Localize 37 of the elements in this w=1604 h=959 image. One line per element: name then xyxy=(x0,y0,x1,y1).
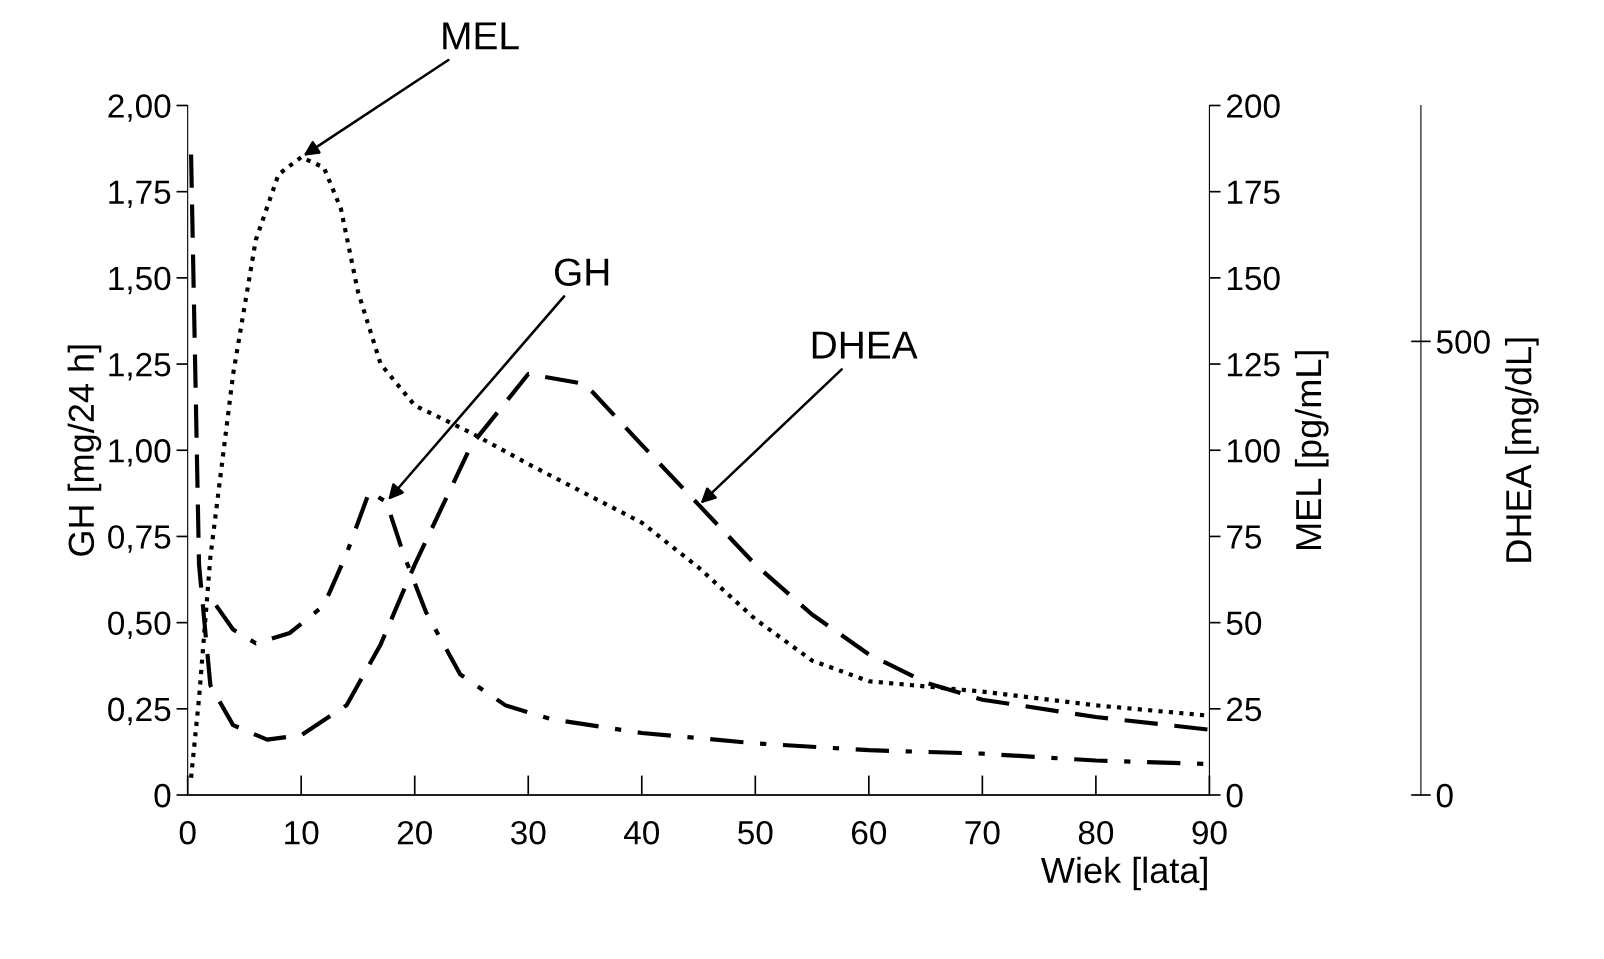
annotation: GH xyxy=(554,258,609,286)
y-tick-label: 0 xyxy=(154,783,171,808)
y-tick-label: 1,50 xyxy=(109,266,171,295)
y-axis-title: GH [mg/24 h] xyxy=(67,345,102,556)
y2-tick-label: 100 xyxy=(1227,439,1280,463)
x-tick-label: 50 xyxy=(738,820,773,845)
y-tick-label: 0,25 xyxy=(108,697,171,726)
y2-tick-label: 25 xyxy=(1227,697,1262,722)
x-tick-label: 10 xyxy=(285,820,319,845)
y2-tick-label: 125 xyxy=(1227,352,1280,377)
y-tick-label: 0,50 xyxy=(108,611,171,639)
y3-axis-title: DHEA [mg/dL] xyxy=(1505,338,1539,562)
x-tick-label: 30 xyxy=(510,820,546,845)
annotation: MEL xyxy=(443,22,519,50)
y2-tick-label: 150 xyxy=(1227,266,1280,291)
x-tick-label: 60 xyxy=(851,820,887,845)
y-tick-label: 2,00 xyxy=(108,94,171,122)
y3-tick-label: 0 xyxy=(1436,783,1453,808)
y-tick-label: 1,25 xyxy=(109,352,171,381)
y2-tick-label: 175 xyxy=(1227,180,1280,205)
x-tick-label: 70 xyxy=(965,820,1000,845)
y2-tick-label: 75 xyxy=(1227,525,1262,549)
x-axis-title: Wiek [lata] xyxy=(1041,856,1207,891)
x-tick-label: 80 xyxy=(1078,820,1114,845)
y-tick-label: 1,75 xyxy=(109,180,171,209)
y2-tick-label: 0 xyxy=(1226,783,1243,808)
y2-tick-label: 200 xyxy=(1227,94,1280,118)
x-tick-label: 0 xyxy=(179,820,196,845)
y2-tick-label: 50 xyxy=(1226,611,1262,636)
annotation: DHEA xyxy=(812,331,918,359)
x-tick-label: 20 xyxy=(397,820,432,845)
x-tick-label: 90 xyxy=(1192,820,1227,845)
y3-tick-label: 500 xyxy=(1436,330,1490,354)
y-tick-label: 1,00 xyxy=(109,439,171,467)
x-tick-label: 40 xyxy=(624,820,660,845)
y2-axis-title: MEL [pg/mL] xyxy=(1294,351,1329,549)
y-tick-label: 0,75 xyxy=(108,525,171,553)
